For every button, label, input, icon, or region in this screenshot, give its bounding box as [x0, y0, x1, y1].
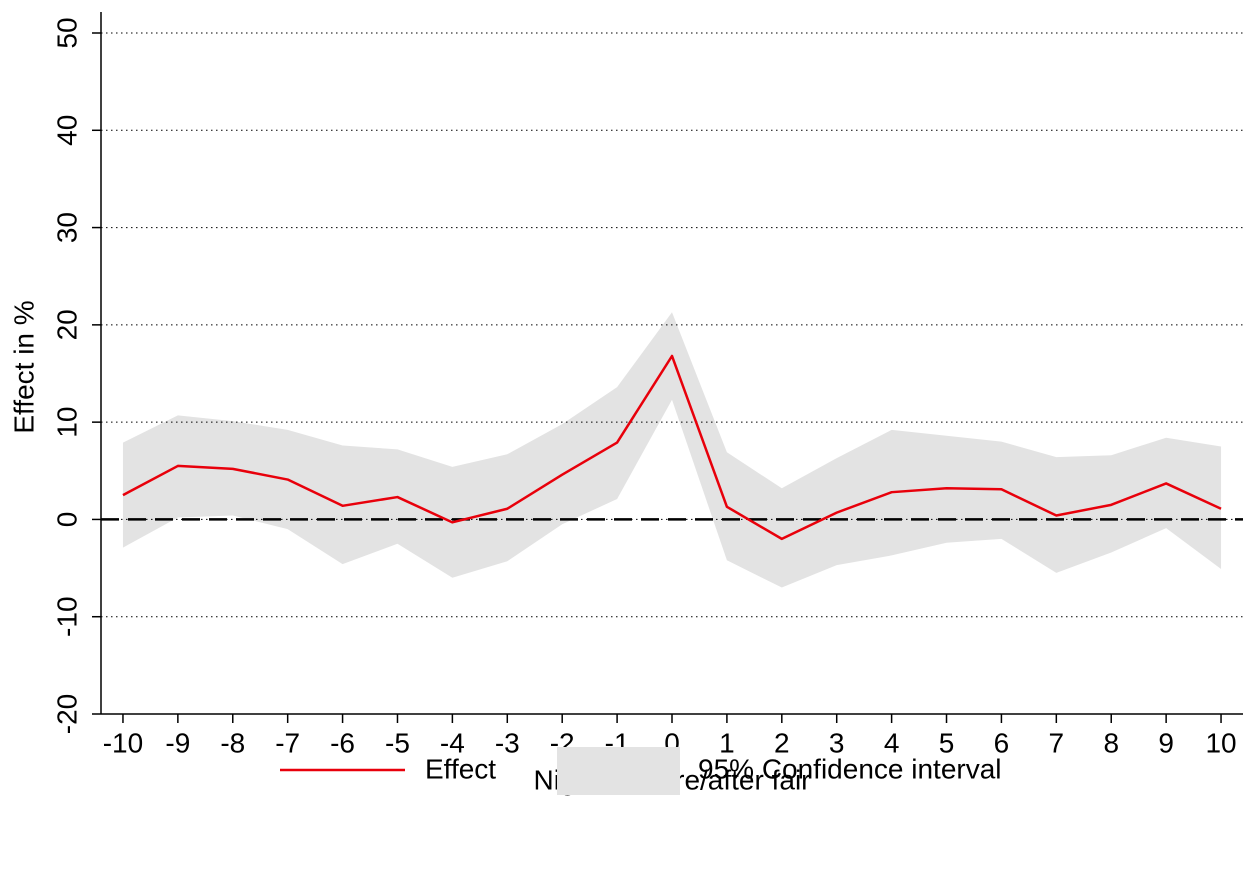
x-tick-label: -4	[440, 727, 465, 758]
x-tick-label: -7	[275, 727, 300, 758]
x-tick-label: 10	[1205, 727, 1236, 758]
x-tick-label: -10	[103, 727, 143, 758]
y-tick-label: 0	[51, 512, 82, 528]
confidence-band	[122, 312, 1222, 588]
y-tick-label: 50	[51, 17, 82, 48]
x-tick-label: 8	[1103, 727, 1119, 758]
x-tick-label: 4	[884, 727, 900, 758]
x-tick-label: -6	[330, 727, 355, 758]
legend-swatch	[557, 747, 680, 795]
x-tick-label: 7	[1049, 727, 1065, 758]
effect-line	[122, 354, 1222, 541]
x-tick-label: 3	[829, 727, 845, 758]
x-tick-label: -3	[495, 727, 520, 758]
y-tick-label: -20	[51, 694, 82, 734]
y-tick-label: 10	[51, 407, 82, 438]
y-axis-label: Effect in %	[8, 300, 39, 433]
x-tick-label: 2	[774, 727, 790, 758]
y-tick-label: 30	[51, 212, 82, 243]
y-tick-label: 40	[51, 115, 82, 146]
y-tick-label: 20	[51, 309, 82, 340]
x-tick-label: 1	[719, 727, 735, 758]
x-tick-label: -8	[220, 727, 245, 758]
x-tick-label: 5	[939, 727, 955, 758]
y-tick-label: -10	[51, 596, 82, 636]
x-tick-label: -5	[385, 727, 410, 758]
x-tick-label: 6	[994, 727, 1010, 758]
legend-label: Effect	[425, 753, 496, 784]
x-tick-label: 9	[1158, 727, 1174, 758]
x-tick-label: -9	[165, 727, 190, 758]
legend-label: 95% Confidence interval	[698, 753, 1002, 784]
